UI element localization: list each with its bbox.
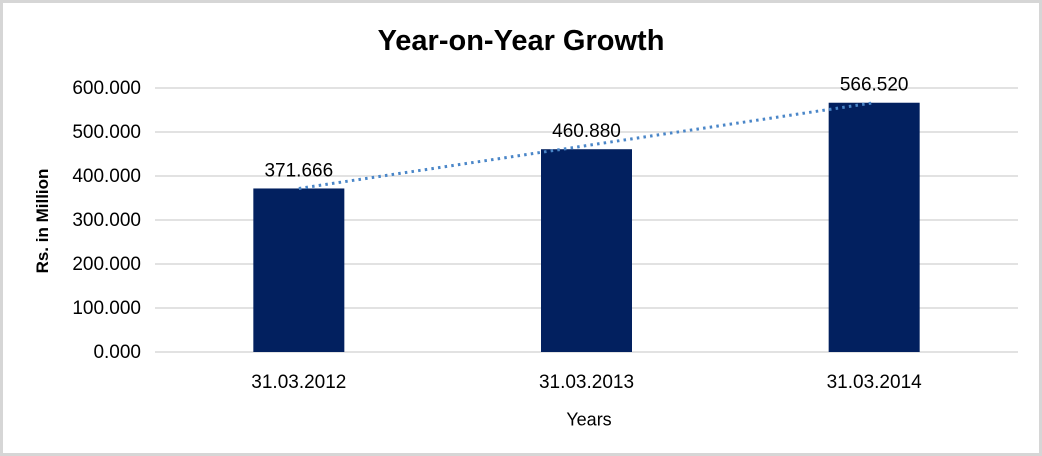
y-tick-label: 300.000 <box>72 210 141 231</box>
x-tick-label: 31.03.2013 <box>539 372 634 393</box>
y-tick-label: 0.000 <box>93 342 141 363</box>
y-tick-label: 400.000 <box>72 166 141 187</box>
x-tick-label: 31.03.2012 <box>251 372 346 393</box>
bar-31.03.2013 <box>541 149 632 352</box>
y-tick-label: 500.000 <box>72 122 141 143</box>
y-tick-label: 100.000 <box>72 298 141 319</box>
bar-value-label: 566.520 <box>840 75 909 96</box>
bar-31.03.2012 <box>253 188 345 352</box>
chart-plot-area: 0.000 100.000 200.000 300.000 400.000 500.000… <box>72 75 1018 393</box>
x-axis-title: Years <box>566 409 612 430</box>
chart-title: Year-on-Year Growth <box>377 25 665 57</box>
bar-value-label: 460.880 <box>552 121 621 142</box>
x-tick-label: 31.03.2014 <box>827 372 923 393</box>
y-tick-label: 600.000 <box>72 78 141 99</box>
y-tick-label: 200.000 <box>72 254 141 275</box>
bar-value-label: 371.666 <box>264 160 333 181</box>
bar-31.03.2014 <box>828 102 920 352</box>
trendline <box>298 101 875 190</box>
